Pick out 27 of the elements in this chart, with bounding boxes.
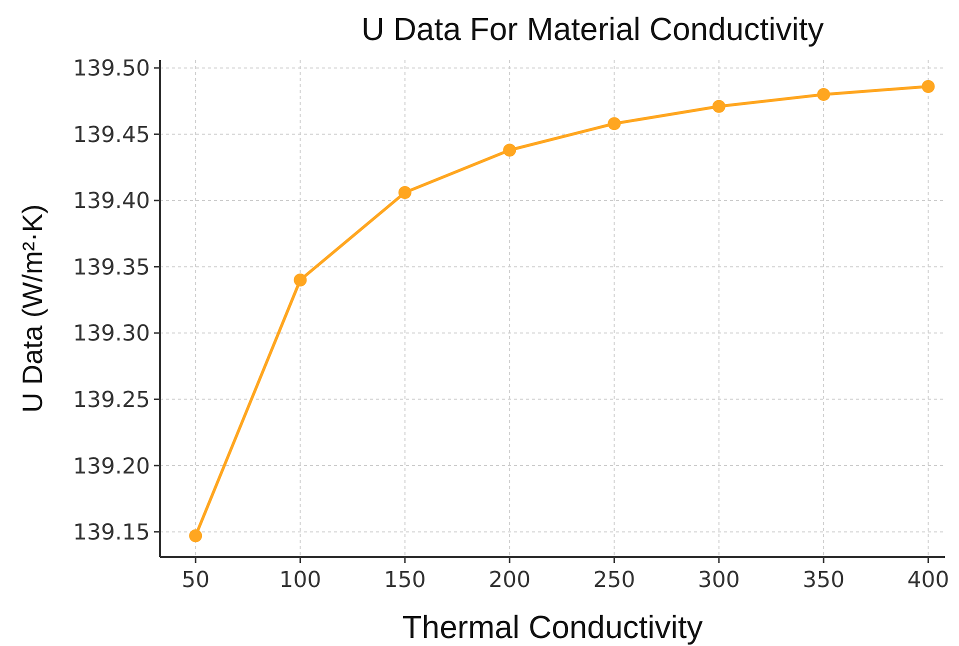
y-tick-label: 139.50 xyxy=(73,56,150,82)
y-tick-label: 139.25 xyxy=(73,388,150,413)
x-tick-label: 400 xyxy=(907,568,950,593)
y-tick-label: 139.35 xyxy=(73,255,150,280)
chart-title: U Data For Material Conductivity xyxy=(361,11,824,47)
x-tick-label: 150 xyxy=(384,568,426,593)
y-tick-label: 139.40 xyxy=(73,189,150,214)
y-axis-title: U Data (W/m²·K) xyxy=(17,204,48,413)
x-tick-label: 50 xyxy=(182,568,210,593)
point xyxy=(398,186,412,200)
point xyxy=(294,274,307,287)
x-tick-label: 300 xyxy=(698,568,740,593)
point xyxy=(503,144,516,157)
point xyxy=(608,117,621,130)
point xyxy=(712,100,726,113)
y-tick-label: 139.20 xyxy=(73,454,150,480)
x-tick-label: 250 xyxy=(593,568,636,593)
point xyxy=(922,80,935,94)
x-tick-label: 350 xyxy=(802,568,845,593)
x-tick-label: 100 xyxy=(279,568,322,593)
y-tick-label: 139.45 xyxy=(73,122,150,148)
point xyxy=(817,88,830,101)
x-tick-label: 200 xyxy=(488,568,531,593)
point xyxy=(189,529,202,542)
y-tick-label: 139.15 xyxy=(73,520,150,546)
x-axis-title: Thermal Conductivity xyxy=(402,609,703,645)
y-tick-label: 139.30 xyxy=(73,322,150,347)
